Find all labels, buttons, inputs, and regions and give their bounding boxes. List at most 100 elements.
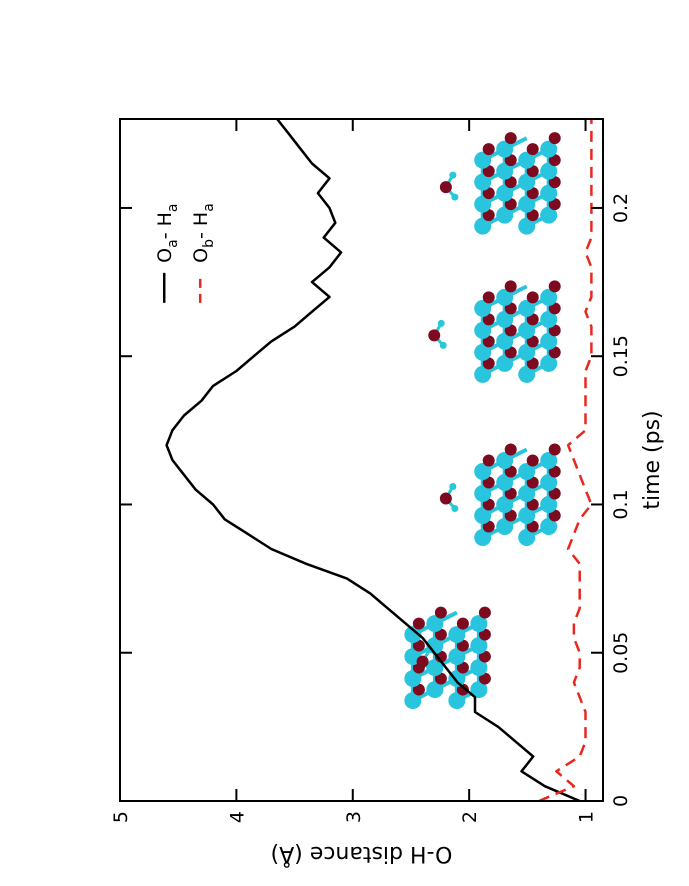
- oxygen-atom: [482, 520, 495, 533]
- oxygen-atom: [434, 672, 447, 685]
- metal-atom: [540, 288, 558, 306]
- inset-structure-2: [439, 443, 561, 546]
- x-tick-label: 0: [610, 795, 632, 807]
- oxygen-atom: [526, 187, 539, 200]
- legend-label-2: Ob- Ha: [190, 203, 217, 263]
- oxygen-atom: [548, 465, 561, 478]
- x-tick-label: 0.05: [610, 632, 632, 674]
- metal-atom: [470, 681, 488, 699]
- x-tick-label: 0.2: [610, 193, 632, 223]
- metal-atom: [426, 615, 444, 633]
- metal-atom: [518, 462, 536, 480]
- metal-atom: [470, 615, 488, 633]
- y-axis-title: O-H distance (Å): [271, 841, 453, 868]
- oxygen-atom: [504, 487, 517, 500]
- y-tick-label: 5: [110, 811, 132, 823]
- oxygen-atom: [548, 509, 561, 522]
- metal-atom: [448, 626, 466, 644]
- metal-atom: [496, 140, 514, 158]
- metal-atom: [474, 195, 492, 213]
- metal-atom: [496, 332, 514, 350]
- oxygen-atom: [548, 132, 561, 145]
- y-tick-label: 1: [576, 811, 598, 823]
- oxygen-atom: [482, 454, 495, 467]
- metal-atom: [518, 173, 536, 191]
- oxygen-atom: [504, 154, 517, 167]
- metal-atom: [518, 484, 536, 502]
- oxygen-atom: [504, 280, 517, 293]
- series-line-2: [538, 119, 593, 803]
- oxygen-atom: [526, 209, 539, 222]
- oxygen-atom: [526, 357, 539, 370]
- oxygen-atom: [434, 650, 447, 663]
- oxygen-atom: [504, 443, 517, 456]
- oxygen-atom: [412, 683, 425, 696]
- metal-atom: [496, 495, 514, 513]
- oxygen-atom: [504, 132, 517, 145]
- oxygen-atom: [482, 498, 495, 511]
- metal-atom: [474, 506, 492, 524]
- ticks-layer: 0 0.05 0.1 0.15 0.2 1 2 3 4 5: [110, 119, 632, 823]
- metal-atom: [518, 299, 536, 317]
- metal-atom: [496, 206, 514, 224]
- metal-atom: [474, 365, 492, 383]
- metal-atom: [448, 692, 466, 710]
- metal-atom: [540, 332, 558, 350]
- metal-atom: [518, 528, 536, 546]
- hydrogen-atom: [439, 341, 447, 349]
- oxygen-atom: [434, 628, 447, 641]
- hydrogen-atom: [451, 193, 459, 201]
- metal-atom: [404, 692, 422, 710]
- oxygen-atom: [504, 176, 517, 189]
- oxygen-atom: [526, 520, 539, 533]
- metal-atom: [448, 648, 466, 666]
- oxygen-atom: [456, 683, 469, 696]
- series-line-1: [165, 118, 581, 803]
- metal-atom: [474, 343, 492, 361]
- plot-frame: [119, 118, 604, 802]
- legend-label-1: Oa- Ha: [154, 203, 181, 262]
- hydrogen-atom: [449, 482, 457, 490]
- metal-atom: [540, 184, 558, 202]
- metal-atom: [404, 626, 422, 644]
- legend: Oa- Ha Ob- Ha: [154, 203, 217, 303]
- y-tick-label: 4: [226, 811, 248, 823]
- x-axis-title: time (ps): [640, 410, 665, 509]
- y-tick-label: 2: [459, 811, 481, 823]
- metal-atom: [496, 354, 514, 372]
- metal-atom: [474, 151, 492, 169]
- metal-atom: [426, 681, 444, 699]
- oxygen-atom: [412, 617, 425, 630]
- oxygen-atom: [548, 346, 561, 359]
- oxygen-atom: [478, 628, 491, 641]
- hydrogen-atom: [437, 319, 445, 327]
- inset-structure-4: [439, 132, 561, 235]
- metal-atom: [518, 151, 536, 169]
- oxygen-atom: [434, 606, 447, 619]
- metal-atom: [518, 365, 536, 383]
- oxygen-atom: [548, 324, 561, 337]
- hydrogen-atom: [451, 504, 459, 512]
- oxygen-atom: [482, 165, 495, 178]
- metal-atom: [518, 195, 536, 213]
- oxygen-atom: [526, 476, 539, 489]
- oxygen-atom: [478, 672, 491, 685]
- oxygen-atom: [428, 329, 441, 342]
- metal-atom: [474, 528, 492, 546]
- oxygen-atom: [482, 291, 495, 304]
- inset-structure-1: [404, 606, 491, 710]
- metal-atom: [518, 321, 536, 339]
- series-layer: [165, 118, 593, 803]
- metal-atom: [496, 517, 514, 535]
- x-tick-label: 0.15: [610, 335, 632, 377]
- metal-atom: [474, 217, 492, 235]
- metal-atom: [540, 354, 558, 372]
- oxygen-atom: [504, 198, 517, 211]
- metal-atom: [540, 310, 558, 328]
- metal-atom: [470, 659, 488, 677]
- oxygen-atom: [526, 335, 539, 348]
- y-tick-label: 3: [343, 811, 365, 823]
- oxygen-atom: [548, 176, 561, 189]
- oxygen-atom: [526, 313, 539, 326]
